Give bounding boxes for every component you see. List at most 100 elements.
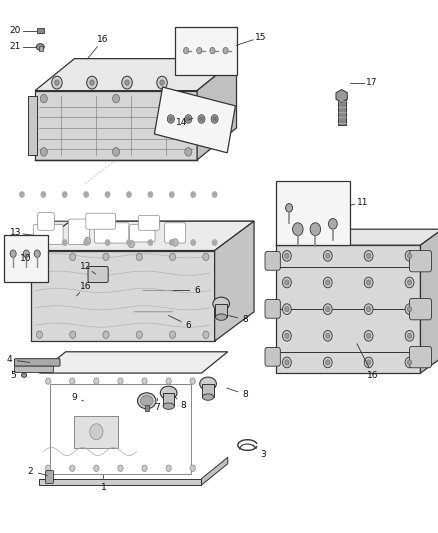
Circle shape	[70, 465, 75, 472]
Circle shape	[148, 192, 152, 197]
Circle shape	[407, 280, 412, 285]
Polygon shape	[276, 229, 438, 245]
Circle shape	[128, 240, 134, 248]
Circle shape	[223, 47, 228, 54]
Text: 16: 16	[367, 372, 379, 380]
Bar	[338, 96, 346, 125]
Text: 6: 6	[194, 286, 200, 295]
Circle shape	[169, 117, 173, 121]
Circle shape	[203, 331, 209, 338]
Circle shape	[70, 253, 76, 261]
Circle shape	[52, 76, 62, 89]
Ellipse shape	[213, 297, 230, 310]
Circle shape	[367, 280, 371, 285]
Circle shape	[70, 331, 76, 338]
Circle shape	[142, 378, 147, 384]
Circle shape	[197, 47, 202, 54]
Bar	[28, 96, 37, 155]
Polygon shape	[18, 221, 254, 248]
Circle shape	[160, 80, 164, 85]
Circle shape	[185, 94, 192, 103]
Circle shape	[407, 253, 412, 259]
Circle shape	[113, 94, 120, 103]
Bar	[39, 46, 43, 51]
Circle shape	[94, 378, 99, 384]
Circle shape	[283, 251, 291, 261]
FancyBboxPatch shape	[265, 252, 280, 270]
Bar	[276, 181, 350, 245]
Circle shape	[36, 331, 42, 338]
FancyBboxPatch shape	[410, 346, 431, 368]
Circle shape	[325, 253, 330, 259]
Circle shape	[285, 333, 289, 338]
Circle shape	[103, 331, 109, 338]
Bar	[215, 304, 227, 317]
Circle shape	[407, 306, 412, 312]
Circle shape	[55, 80, 59, 85]
Circle shape	[172, 239, 178, 246]
FancyBboxPatch shape	[410, 251, 431, 272]
Ellipse shape	[141, 395, 153, 406]
Polygon shape	[420, 229, 438, 373]
FancyBboxPatch shape	[138, 215, 159, 230]
Circle shape	[103, 253, 109, 261]
Bar	[175, 27, 237, 75]
Text: 8: 8	[180, 401, 186, 409]
Circle shape	[203, 253, 209, 261]
Bar	[4, 235, 48, 282]
Circle shape	[187, 117, 190, 121]
Circle shape	[70, 378, 75, 384]
Circle shape	[127, 240, 131, 245]
Circle shape	[63, 192, 67, 197]
FancyBboxPatch shape	[46, 471, 53, 483]
Circle shape	[142, 465, 147, 472]
Circle shape	[84, 192, 88, 197]
Polygon shape	[201, 457, 228, 485]
Text: 4: 4	[7, 356, 12, 364]
Circle shape	[325, 333, 330, 338]
Ellipse shape	[160, 386, 177, 400]
Text: 16: 16	[80, 282, 91, 290]
Circle shape	[125, 80, 129, 85]
Circle shape	[367, 253, 371, 259]
Circle shape	[200, 117, 203, 121]
Circle shape	[285, 253, 289, 259]
Circle shape	[20, 192, 24, 197]
Text: 10: 10	[20, 254, 32, 263]
Circle shape	[323, 357, 332, 368]
Circle shape	[210, 47, 215, 54]
Bar	[50, 384, 191, 474]
Circle shape	[405, 304, 414, 314]
Circle shape	[170, 331, 176, 338]
Circle shape	[285, 306, 289, 312]
FancyBboxPatch shape	[265, 300, 280, 318]
Circle shape	[185, 148, 192, 156]
Text: 14: 14	[176, 118, 187, 127]
Circle shape	[41, 239, 47, 246]
Ellipse shape	[200, 377, 216, 390]
Circle shape	[40, 94, 47, 103]
Bar	[155, 87, 235, 153]
Circle shape	[405, 357, 414, 368]
Ellipse shape	[36, 44, 44, 50]
Circle shape	[94, 465, 99, 472]
FancyBboxPatch shape	[265, 348, 280, 366]
Circle shape	[364, 251, 373, 261]
Circle shape	[323, 304, 332, 314]
Circle shape	[405, 330, 414, 341]
Circle shape	[191, 192, 195, 197]
Circle shape	[148, 240, 152, 245]
Circle shape	[170, 253, 176, 261]
Circle shape	[113, 148, 120, 156]
Polygon shape	[276, 245, 420, 373]
Circle shape	[46, 378, 51, 384]
FancyBboxPatch shape	[95, 223, 129, 243]
Text: 2: 2	[28, 467, 33, 475]
Polygon shape	[215, 221, 254, 341]
Circle shape	[20, 240, 24, 245]
FancyBboxPatch shape	[165, 223, 186, 243]
Text: 16: 16	[97, 36, 109, 44]
Circle shape	[84, 240, 88, 245]
Ellipse shape	[163, 403, 174, 409]
Bar	[145, 405, 149, 411]
